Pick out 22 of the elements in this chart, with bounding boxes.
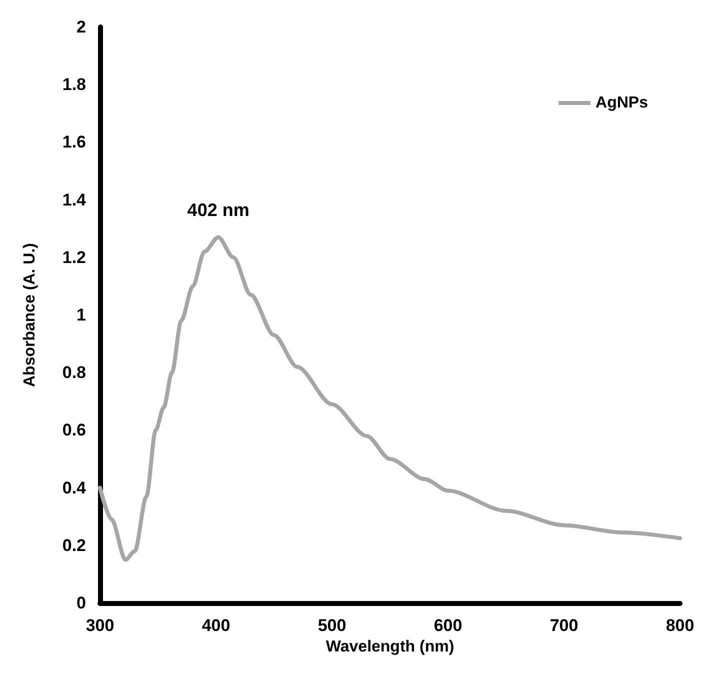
x-tick-label: 800 bbox=[666, 616, 694, 635]
y-tick-label: 0 bbox=[76, 594, 86, 612]
y-axis-title: Absorbance (A. U.) bbox=[22, 242, 38, 388]
x-tick-label: 300 bbox=[86, 616, 114, 635]
y-tick-label: 2 bbox=[76, 18, 86, 36]
x-tick-label: 600 bbox=[434, 616, 462, 635]
y-tick-label: 0.6 bbox=[62, 420, 86, 440]
line-series bbox=[98, 235, 682, 562]
y-tick-label: 1.4 bbox=[62, 190, 87, 210]
y-tick-label: 1.8 bbox=[62, 75, 86, 94]
y-tick-label: 1.6 bbox=[62, 132, 86, 152]
legend-label: AgNPs bbox=[596, 94, 648, 112]
y-tick-label: 1.2 bbox=[62, 248, 86, 267]
y-tick-label: 0.2 bbox=[62, 536, 86, 555]
y-tick-label: 0.4 bbox=[62, 478, 87, 498]
y-tick-label: 0.8 bbox=[62, 363, 86, 382]
x-tick-label: 500 bbox=[318, 616, 346, 635]
x-tick-label: 400 bbox=[202, 616, 230, 635]
annotation: 402 nm bbox=[187, 200, 250, 220]
y-tick-label: 1 bbox=[76, 306, 86, 324]
x-axis-title: Wavelength (nm) bbox=[326, 638, 454, 656]
x-tick-label: 700 bbox=[550, 616, 578, 635]
